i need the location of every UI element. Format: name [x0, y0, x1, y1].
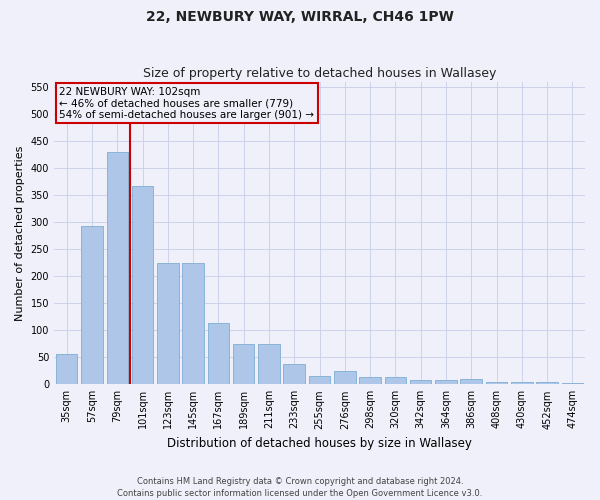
Text: 22 NEWBURY WAY: 102sqm
← 46% of detached houses are smaller (779)
54% of semi-de: 22 NEWBURY WAY: 102sqm ← 46% of detached… [59, 86, 314, 120]
Text: Contains HM Land Registry data © Crown copyright and database right 2024.
Contai: Contains HM Land Registry data © Crown c… [118, 476, 482, 498]
Bar [208, 324, 229, 384]
Bar [486, 382, 507, 384]
Bar [182, 263, 204, 384]
Bar [309, 376, 330, 384]
Bar [283, 364, 305, 384]
Bar [56, 354, 77, 384]
Bar [385, 378, 406, 384]
Bar [107, 152, 128, 384]
X-axis label: Distribution of detached houses by size in Wallasey: Distribution of detached houses by size … [167, 437, 472, 450]
Bar [334, 371, 356, 384]
Bar [562, 382, 583, 384]
Bar [435, 380, 457, 384]
Bar [81, 226, 103, 384]
Bar [157, 263, 179, 384]
Y-axis label: Number of detached properties: Number of detached properties [15, 146, 25, 321]
Bar [536, 382, 558, 384]
Bar [511, 382, 533, 384]
Bar [132, 186, 153, 384]
Bar [233, 344, 254, 385]
Bar [410, 380, 431, 384]
Bar [460, 379, 482, 384]
Title: Size of property relative to detached houses in Wallasey: Size of property relative to detached ho… [143, 66, 496, 80]
Bar [258, 344, 280, 385]
Bar [359, 378, 381, 384]
Text: 22, NEWBURY WAY, WIRRAL, CH46 1PW: 22, NEWBURY WAY, WIRRAL, CH46 1PW [146, 10, 454, 24]
